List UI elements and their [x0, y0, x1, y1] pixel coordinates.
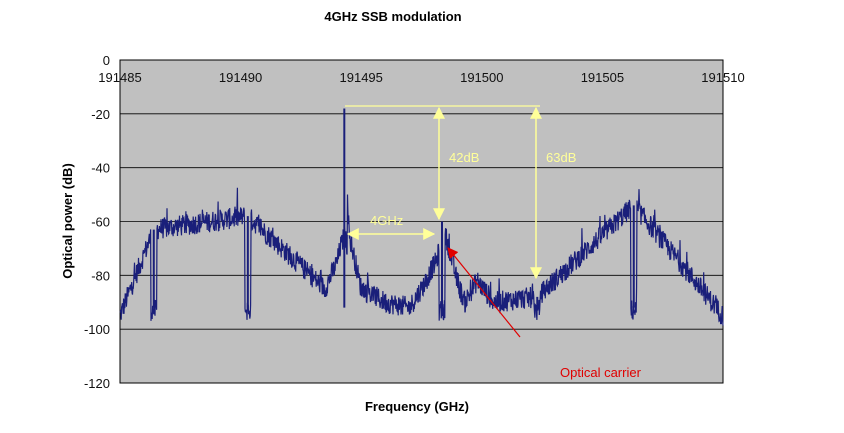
x-tick-label: 191490 — [219, 70, 262, 85]
suppression-label-2: 63dB — [546, 150, 576, 165]
y-tick-label: -20 — [91, 107, 110, 122]
suppression-label-1: 42dB — [449, 150, 479, 165]
x-tick-labels: 191485 191490 191495 191500 191505 191510 — [98, 70, 744, 85]
x-tick-label: 191495 — [340, 70, 383, 85]
y-tick-label: -120 — [84, 376, 110, 391]
carrier-arrow — [447, 247, 521, 338]
y-tick-label: -60 — [91, 215, 110, 230]
gridlines — [120, 113, 723, 330]
spectral-peaks — [152, 108, 635, 308]
y-tick-labels: 0 -20 -40 -60 -80 -100 -120 — [84, 53, 110, 391]
y-tick-label: -100 — [84, 322, 110, 337]
spectrum-trace — [119, 187, 724, 326]
x-tick-label: 191510 — [701, 70, 744, 85]
spacing-label: 4GHz — [370, 213, 403, 228]
y-tick-label: -40 — [91, 161, 110, 176]
y-tick-label: -80 — [91, 268, 110, 283]
x-tick-label: 191485 — [98, 70, 141, 85]
y-tick-label: 0 — [103, 53, 110, 68]
carrier-label: Optical carrier — [560, 365, 642, 380]
chart-title: 4GHz SSB modulation — [324, 9, 461, 24]
x-axis-title: Frequency (GHz) — [365, 399, 469, 414]
x-tick-label: 191505 — [581, 70, 624, 85]
x-tick-label: 191500 — [460, 70, 503, 85]
y-axis-title: Optical power (dB) — [60, 163, 75, 279]
